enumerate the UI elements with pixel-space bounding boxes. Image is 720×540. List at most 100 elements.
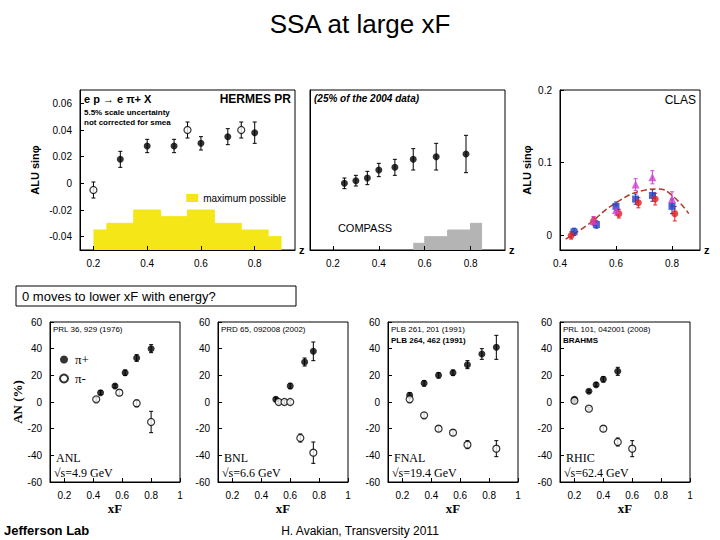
svg-text:0.04: 0.04 [53, 125, 73, 136]
svg-text:20: 20 [199, 370, 211, 381]
svg-text:PRD 65, 092008 (2002): PRD 65, 092008 (2002) [221, 325, 306, 334]
svg-text:CLAS: CLAS [665, 93, 696, 107]
svg-text:SSA at large xF: SSA at large xF [270, 9, 451, 39]
svg-text:1: 1 [177, 490, 183, 501]
svg-text:1: 1 [345, 490, 351, 501]
svg-text:-20: -20 [366, 423, 381, 434]
svg-text:-40: -40 [196, 450, 211, 461]
svg-text:0.6: 0.6 [609, 258, 623, 269]
svg-text:20: 20 [369, 370, 381, 381]
svg-text:z: z [299, 244, 305, 256]
svg-text:√s=6.6 GeV: √s=6.6 GeV [222, 466, 281, 480]
svg-text:PLB 264, 462 (1991): PLB 264, 462 (1991) [391, 336, 466, 345]
svg-text:π-: π- [75, 371, 86, 386]
svg-text:xF: xF [618, 501, 633, 516]
svg-text:0: 0 [546, 230, 552, 241]
svg-text:-60: -60 [196, 477, 211, 488]
svg-text:0.2: 0.2 [538, 85, 552, 96]
svg-text:60: 60 [369, 317, 381, 328]
svg-text:FNAL: FNAL [394, 451, 425, 465]
svg-text:0.6: 0.6 [625, 490, 639, 501]
svg-text:COMPASS: COMPASS [338, 222, 392, 234]
svg-text:0.4: 0.4 [140, 258, 154, 269]
svg-text:1: 1 [515, 490, 521, 501]
svg-text:0.4: 0.4 [372, 258, 386, 269]
svg-text:e p → e π+ X: e p → e π+ X [84, 93, 152, 105]
svg-text:0.2: 0.2 [326, 258, 340, 269]
svg-text:0.2: 0.2 [225, 490, 239, 501]
svg-text:xF: xF [446, 501, 461, 516]
svg-text:1: 1 [687, 490, 693, 501]
svg-text:ANL: ANL [56, 451, 81, 465]
svg-text:0.8: 0.8 [144, 490, 158, 501]
svg-text:0.2: 0.2 [567, 490, 581, 501]
svg-text:0: 0 [36, 397, 42, 408]
svg-text:0.8: 0.8 [482, 490, 496, 501]
svg-text:(25% of the 2004 data): (25% of the 2004 data) [314, 93, 420, 104]
svg-text:-0.04: -0.04 [49, 231, 72, 242]
svg-text:0: 0 [66, 178, 72, 189]
svg-text:ALU sinφ: ALU sinφ [521, 145, 533, 195]
svg-text:Jefferson Lab: Jefferson Lab [4, 523, 89, 538]
svg-text:-40: -40 [538, 450, 553, 461]
svg-text:0.6: 0.6 [453, 490, 467, 501]
svg-text:ALU sinφ: ALU sinφ [29, 145, 41, 195]
svg-text:-20: -20 [196, 423, 211, 434]
svg-text:0.2: 0.2 [86, 258, 100, 269]
svg-text:0.4: 0.4 [596, 490, 610, 501]
svg-text:-60: -60 [28, 477, 43, 488]
svg-text:0.8: 0.8 [312, 490, 326, 501]
svg-text:40: 40 [369, 343, 381, 354]
svg-text:-20: -20 [538, 423, 553, 434]
svg-text:0: 0 [374, 397, 380, 408]
svg-text:5.5% scale uncertainty: 5.5% scale uncertainty [84, 108, 170, 117]
svg-text:0.02: 0.02 [53, 151, 73, 162]
svg-text:40: 40 [199, 343, 211, 354]
svg-text:BRAHMS: BRAHMS [563, 336, 599, 345]
svg-text:40: 40 [31, 343, 43, 354]
svg-text:0 moves to lower xF with energ: 0 moves to lower xF with energy? [22, 289, 216, 304]
svg-text:40: 40 [541, 343, 553, 354]
svg-text:BNL: BNL [224, 451, 248, 465]
svg-text:0.4: 0.4 [86, 490, 100, 501]
svg-text:π+: π+ [75, 352, 89, 367]
svg-text:PRL 101, 042001 (2008): PRL 101, 042001 (2008) [563, 325, 651, 334]
svg-text:xF: xF [108, 501, 123, 516]
svg-text:PRL 36, 929 (1976): PRL 36, 929 (1976) [53, 325, 123, 334]
svg-text:0.6: 0.6 [194, 258, 208, 269]
svg-text:0.8: 0.8 [654, 490, 668, 501]
svg-text:-40: -40 [28, 450, 43, 461]
svg-text:0.4: 0.4 [553, 258, 567, 269]
svg-text:60: 60 [199, 317, 211, 328]
svg-text:0.6: 0.6 [283, 490, 297, 501]
svg-text:AN (%): AN (%) [10, 380, 25, 424]
svg-text:maximum possible: maximum possible [203, 193, 286, 204]
svg-text:not corrected for smea: not corrected for smea [84, 118, 171, 127]
svg-text:PLB 261, 201 (1991): PLB 261, 201 (1991) [391, 325, 465, 334]
svg-text:0.2: 0.2 [57, 490, 71, 501]
svg-text:0: 0 [546, 397, 552, 408]
svg-text:RHIC: RHIC [566, 451, 595, 465]
svg-text:0.1: 0.1 [538, 157, 552, 168]
svg-text:0.4: 0.4 [424, 490, 438, 501]
svg-text:0.8: 0.8 [665, 258, 679, 269]
svg-text:20: 20 [31, 370, 43, 381]
svg-text:z: z [509, 244, 515, 256]
svg-text:√s=19.4 GeV: √s=19.4 GeV [392, 466, 457, 480]
svg-text:H. Avakian, Transversity 2011: H. Avakian, Transversity 2011 [281, 524, 439, 538]
svg-text:-0.02: -0.02 [49, 205, 72, 216]
svg-text:60: 60 [31, 317, 43, 328]
svg-text:0.6: 0.6 [418, 258, 432, 269]
svg-text:-60: -60 [538, 477, 553, 488]
svg-text:0.06: 0.06 [53, 98, 73, 109]
svg-text:-40: -40 [366, 450, 381, 461]
svg-text:20: 20 [541, 370, 553, 381]
svg-text:0.8: 0.8 [248, 258, 262, 269]
svg-text:HERMES PR: HERMES PR [220, 92, 292, 106]
svg-text:√s=62.4 GeV: √s=62.4 GeV [564, 466, 629, 480]
svg-text:0.6: 0.6 [115, 490, 129, 501]
svg-text:0: 0 [204, 397, 210, 408]
svg-text:60: 60 [541, 317, 553, 328]
svg-text:xF: xF [276, 501, 291, 516]
svg-text:-60: -60 [366, 477, 381, 488]
